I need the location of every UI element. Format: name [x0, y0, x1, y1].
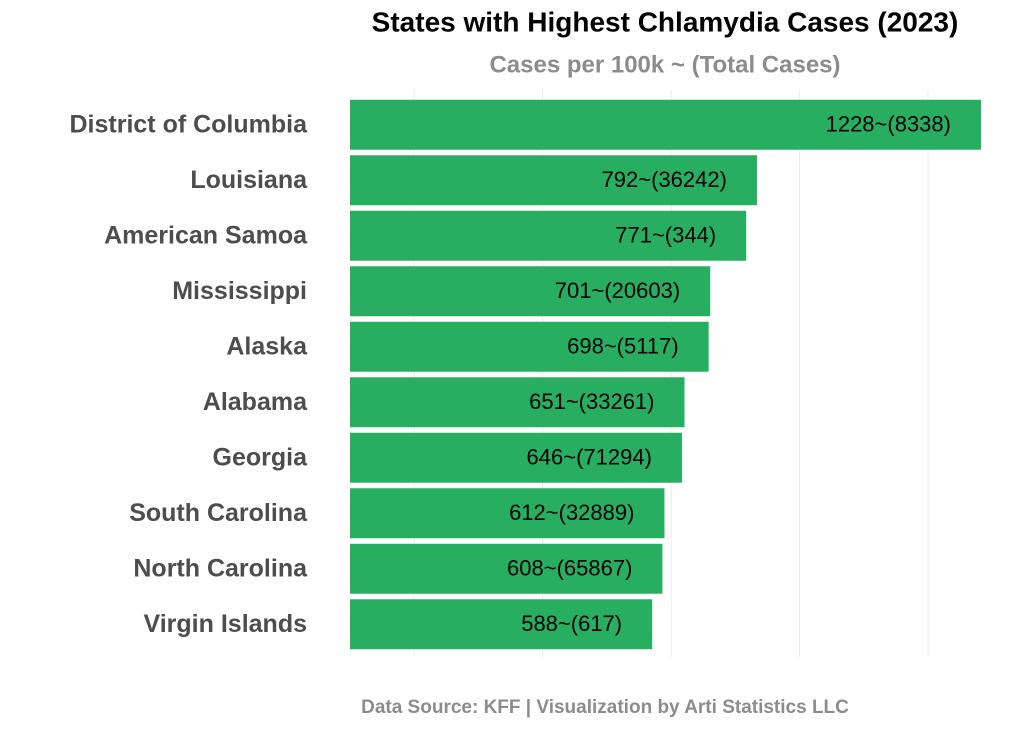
data-label: 771~(344) [615, 223, 716, 248]
y-tick-label: North Carolina [133, 554, 308, 582]
bar [350, 210, 747, 261]
bar [350, 99, 981, 150]
data-label: 651~(33261) [529, 389, 654, 414]
bar [350, 377, 685, 428]
y-tick-label: District of Columbia [69, 110, 308, 138]
y-tick-label: Alaska [226, 332, 308, 360]
data-label: 698~(5117) [567, 334, 679, 359]
data-label: 792~(36242) [602, 167, 727, 192]
y-tick-label: Alabama [203, 388, 308, 416]
data-label: 646~(71294) [527, 445, 652, 470]
chart-title: States with Highest Chlamydia Cases (202… [372, 6, 959, 37]
bar [350, 155, 757, 206]
y-tick-label: Virgin Islands [144, 610, 307, 638]
data-label: 612~(32889) [509, 500, 634, 525]
y-tick-label: American Samoa [104, 221, 308, 249]
data-label: 1228~(8338) [826, 112, 951, 137]
y-tick-label: Mississippi [172, 277, 307, 305]
caption: Data Source: KFF | Visualization by Arti… [361, 697, 849, 718]
data-label: 701~(20603) [555, 278, 680, 303]
y-tick-label: Georgia [213, 443, 309, 471]
data-label: 608~(65867) [507, 556, 632, 581]
y-tick-label: South Carolina [129, 499, 308, 527]
chart-subtitle: Cases per 100k ~ (Total Cases) [489, 51, 840, 78]
bar [350, 432, 682, 483]
bar [350, 321, 709, 372]
bar [350, 266, 711, 317]
bar [350, 488, 665, 539]
y-tick-label: Louisiana [190, 166, 308, 194]
bar [350, 599, 653, 650]
data-label: 588~(617) [521, 611, 622, 636]
bar [350, 543, 663, 594]
